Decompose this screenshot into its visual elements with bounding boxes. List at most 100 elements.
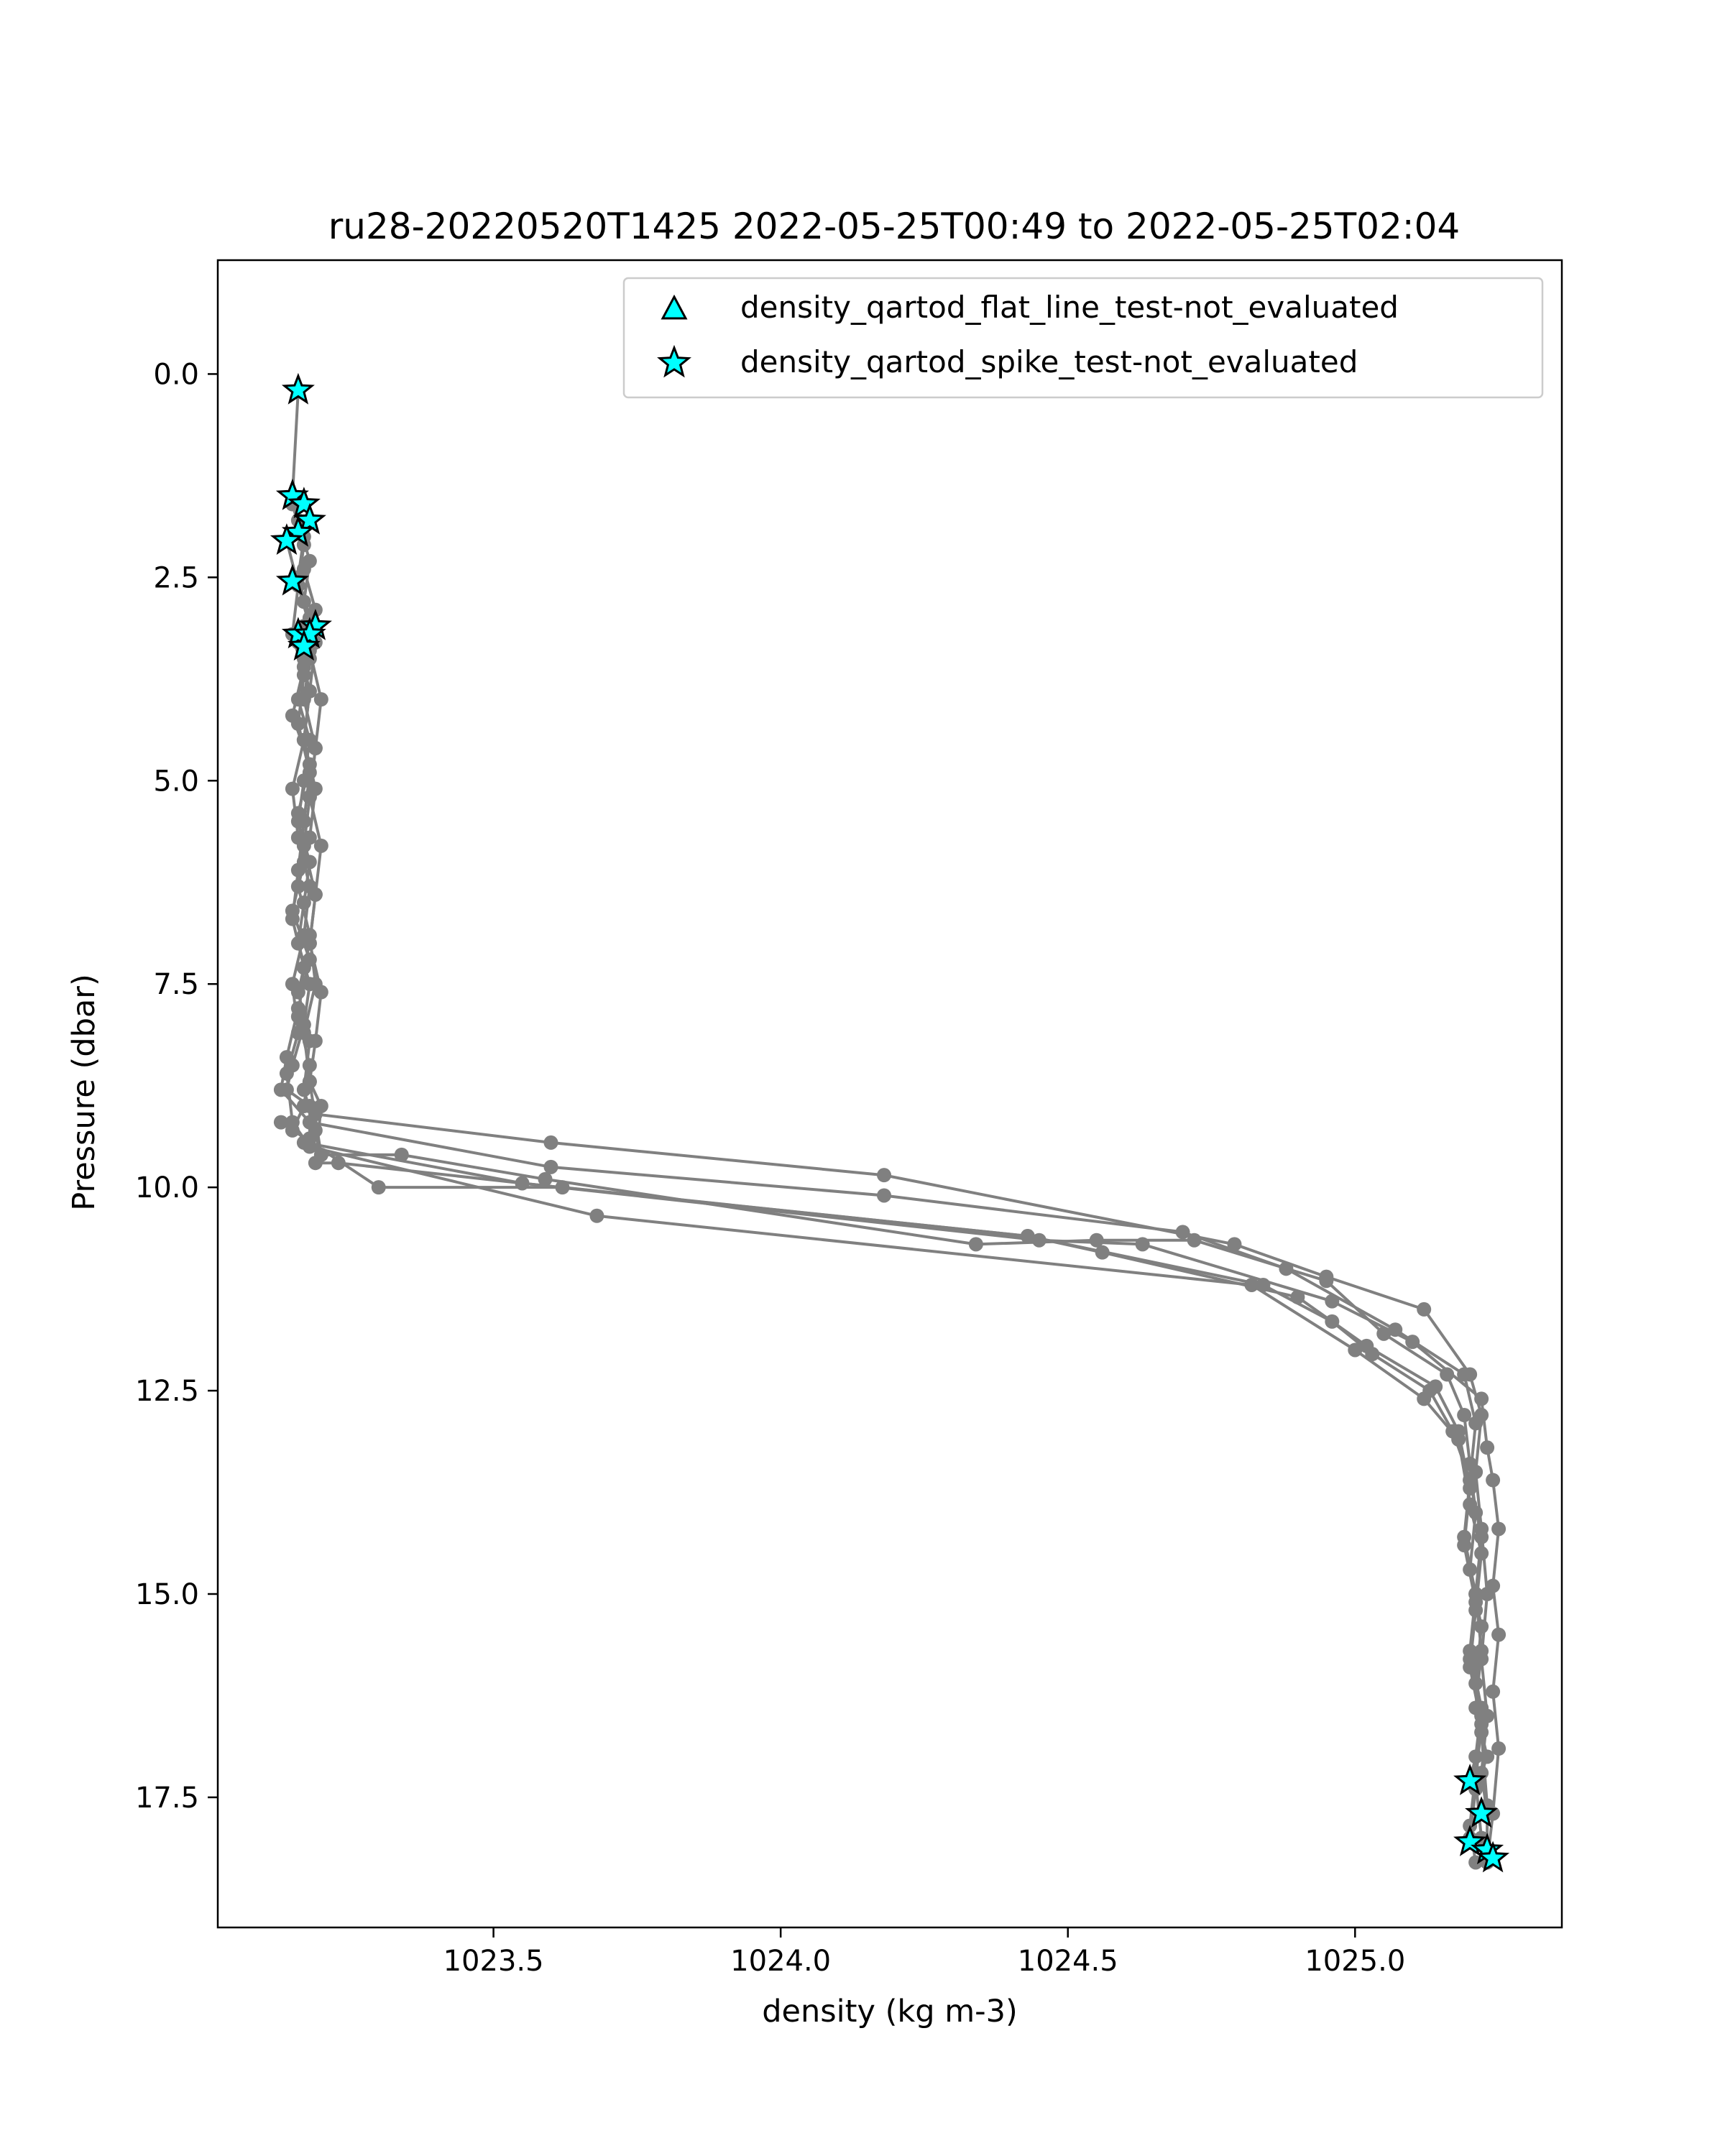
data-point bbox=[1405, 1335, 1420, 1350]
data-point bbox=[543, 1159, 558, 1174]
data-point bbox=[1474, 1700, 1489, 1715]
data-point bbox=[1244, 1277, 1259, 1292]
data-point bbox=[290, 830, 305, 845]
data-point bbox=[1135, 1237, 1150, 1252]
legend-label-flat-line: density_qartod_flat_line_test-not_evalua… bbox=[740, 290, 1399, 325]
data-point bbox=[273, 1115, 288, 1130]
data-point bbox=[371, 1180, 386, 1195]
data-point bbox=[1463, 1659, 1478, 1674]
flag-star-marker bbox=[270, 523, 303, 556]
flag-star-marker bbox=[1465, 1796, 1499, 1828]
data-point bbox=[285, 977, 300, 992]
data-point bbox=[1491, 1521, 1506, 1537]
data-point bbox=[1020, 1229, 1035, 1244]
data-point bbox=[515, 1176, 530, 1191]
data-point bbox=[1463, 1644, 1478, 1659]
data-point bbox=[1463, 1562, 1478, 1577]
data-point bbox=[296, 814, 311, 829]
data-point bbox=[1474, 1546, 1489, 1561]
data-point bbox=[273, 1082, 288, 1097]
flag-star-marker bbox=[293, 502, 326, 535]
data-point bbox=[1290, 1289, 1305, 1304]
data-point bbox=[1491, 1741, 1506, 1756]
legend: density_qartod_flat_line_test-not_evalua… bbox=[622, 277, 1544, 399]
data-point bbox=[1376, 1326, 1392, 1341]
star-icon bbox=[657, 344, 691, 378]
data-point bbox=[290, 879, 305, 894]
flag-star-marker bbox=[1453, 1764, 1487, 1795]
data-point bbox=[1319, 1273, 1334, 1289]
data-point bbox=[296, 732, 311, 747]
flag-star-marker bbox=[287, 487, 321, 519]
data-point bbox=[1451, 1432, 1466, 1447]
data-point bbox=[1468, 1749, 1484, 1764]
data-point bbox=[1325, 1294, 1340, 1309]
data-point bbox=[302, 936, 317, 951]
y-tick-label: 2.5 bbox=[153, 561, 199, 594]
y-tick-label: 15.0 bbox=[135, 1578, 199, 1611]
chart-title: ru28-20220520T1425 2022-05-25T00:49 to 2… bbox=[328, 206, 1460, 247]
data-point bbox=[285, 781, 300, 796]
flag-star-marker bbox=[1453, 1824, 1487, 1856]
data-point bbox=[1480, 1440, 1495, 1455]
data-point bbox=[302, 1058, 317, 1073]
data-point bbox=[296, 562, 311, 577]
data-point bbox=[1468, 1676, 1484, 1691]
data-point bbox=[589, 1208, 604, 1223]
series-line bbox=[302, 568, 1501, 1863]
data-point bbox=[290, 1009, 305, 1024]
data-point bbox=[313, 692, 328, 707]
data-point bbox=[331, 1156, 346, 1171]
x-tick-label: 1023.5 bbox=[443, 1945, 544, 1978]
y-axis-label: Pressure (dbar) bbox=[66, 974, 102, 1210]
data-point bbox=[279, 1066, 294, 1081]
y-tick-label: 0.0 bbox=[153, 358, 199, 391]
legend-label-spike: density_qartod_spike_test-not_evaluated bbox=[740, 344, 1358, 379]
data-point bbox=[1480, 1749, 1495, 1764]
data-point bbox=[313, 985, 328, 1000]
data-point bbox=[290, 862, 305, 877]
data-point bbox=[308, 741, 323, 756]
y-tick-label: 10.0 bbox=[135, 1171, 199, 1204]
data-point bbox=[296, 960, 311, 975]
data-point bbox=[296, 1098, 311, 1113]
data-point bbox=[1463, 1456, 1478, 1471]
data-point bbox=[1474, 1391, 1489, 1406]
data-point bbox=[1468, 1603, 1484, 1618]
data-point bbox=[394, 1147, 409, 1162]
data-point bbox=[1491, 1627, 1506, 1642]
data-point bbox=[302, 789, 317, 804]
data-point bbox=[1474, 1529, 1489, 1544]
data-point bbox=[555, 1180, 570, 1195]
y-axis-ticks: 0.0 2.5 5.0 7.5 10.0 12.5 15.0 17.5 bbox=[135, 358, 218, 1815]
data-point bbox=[1463, 1497, 1478, 1512]
data-point bbox=[1468, 1416, 1484, 1431]
data-point bbox=[1468, 1587, 1484, 1601]
data-point bbox=[1365, 1347, 1380, 1362]
profile-lines bbox=[279, 390, 1501, 1863]
data-point bbox=[308, 887, 323, 902]
profile-points bbox=[273, 383, 1506, 1870]
series-line bbox=[285, 390, 1489, 1814]
data-point bbox=[302, 683, 317, 699]
x-tick-label: 1024.0 bbox=[730, 1945, 831, 1978]
data-point bbox=[1175, 1225, 1190, 1240]
flag-star-marker bbox=[293, 617, 326, 649]
data-point bbox=[877, 1168, 892, 1183]
series-line bbox=[285, 642, 1489, 1855]
data-point bbox=[1457, 1408, 1472, 1423]
flag-star-marker bbox=[287, 629, 321, 661]
data-point bbox=[302, 765, 317, 780]
data-point bbox=[285, 1115, 300, 1130]
legend-box bbox=[622, 277, 1544, 399]
data-point bbox=[1095, 1245, 1110, 1260]
series-line bbox=[296, 625, 1484, 1782]
y-tick-label: 7.5 bbox=[153, 968, 199, 1001]
data-point bbox=[538, 1171, 553, 1187]
data-point bbox=[296, 895, 311, 911]
x-axis-label: density (kg m-3) bbox=[762, 1994, 1018, 2030]
data-point bbox=[1486, 1578, 1501, 1593]
data-point bbox=[290, 1026, 305, 1041]
x-axis-ticks: 1023.5 1024.0 1024.5 1025.0 bbox=[443, 1927, 1405, 1978]
y-tick-label: 5.0 bbox=[153, 765, 199, 798]
